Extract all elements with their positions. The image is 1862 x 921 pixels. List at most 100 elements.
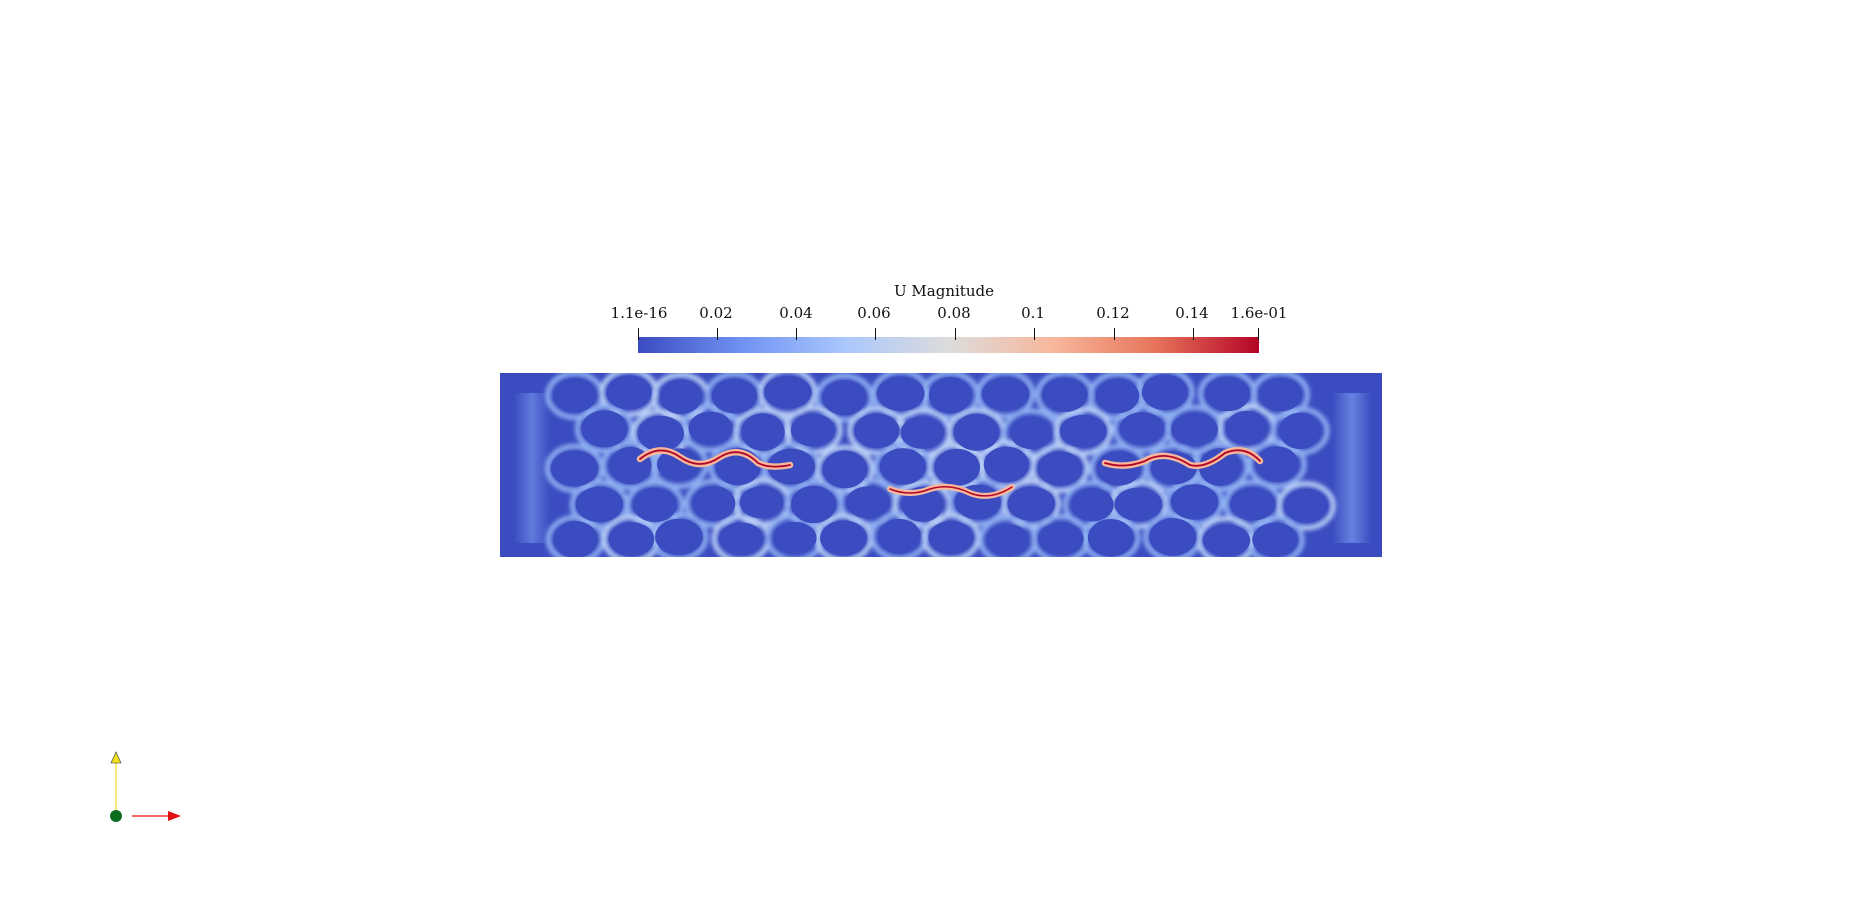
channel-ring: [758, 373, 818, 417]
obstacle: [854, 413, 900, 449]
obstacle: [741, 413, 785, 451]
velocity-path-core: [1104, 449, 1261, 467]
colorbar-tick: [955, 328, 956, 340]
obstacle: [656, 448, 701, 481]
obstacle: [606, 375, 652, 410]
obstacle: [876, 376, 925, 412]
obstacle: [1059, 414, 1107, 448]
channel-ring: [1053, 406, 1113, 456]
obstacle: [1279, 412, 1322, 450]
colorbar-tick-label: 0.1: [1021, 304, 1045, 322]
obstacle: [1149, 518, 1197, 556]
obstacle: [1205, 376, 1251, 412]
obstacle: [879, 448, 926, 485]
obstacle: [1198, 448, 1242, 487]
obstacle: [1202, 524, 1251, 557]
channel-ring: [1247, 439, 1307, 489]
obstacle: [1284, 488, 1329, 523]
obstacle: [1071, 488, 1114, 522]
colorbar-tick: [1114, 328, 1115, 340]
obstacle: [1087, 518, 1134, 557]
obstacle: [655, 518, 703, 556]
obstacle: [981, 377, 1030, 411]
velocity-path-core: [889, 486, 1013, 497]
colorbar-tick-label: 0.12: [1096, 304, 1130, 322]
obstacle: [1171, 412, 1218, 446]
colorbar-tick-label: 1.6e-01: [1230, 304, 1288, 322]
colorbar-tick: [1034, 328, 1035, 340]
y-axis-arrow-icon: [110, 751, 122, 764]
obstacle: [928, 520, 974, 555]
obstacle: [822, 450, 868, 489]
obstacle: [718, 522, 764, 555]
colorbar-tick-label: 0.04: [779, 304, 813, 322]
inlet-region: [514, 393, 550, 543]
colorbar-gradient: [638, 337, 1259, 353]
colorbar-tick-label: 1.1e-16: [610, 304, 668, 322]
velocity-path-core: [639, 449, 791, 468]
obstacle: [983, 446, 1030, 483]
channel-ring: [574, 404, 634, 454]
obstacle: [953, 413, 1000, 451]
obstacle: [1252, 522, 1298, 557]
colorbar-tick: [796, 328, 797, 340]
obstacle: [790, 413, 836, 447]
obstacle: [773, 521, 817, 555]
velocity-field-plot[interactable]: [500, 373, 1382, 557]
obstacle: [1010, 416, 1053, 450]
obstacle: [1007, 486, 1056, 521]
obstacle: [711, 378, 758, 414]
channel-ring: [921, 512, 981, 557]
colorbar-tick-label: 0.08: [937, 304, 971, 322]
flow-channels: [545, 373, 1336, 557]
outlet-region: [1332, 393, 1372, 543]
obstacle: [1095, 378, 1140, 414]
obstacle: [900, 416, 945, 449]
channel-ring: [1276, 481, 1336, 531]
obstacle: [1225, 410, 1268, 446]
obstacle: [820, 520, 867, 556]
obstacle: [877, 518, 921, 554]
obstacle: [1258, 377, 1303, 412]
obstacle: [763, 375, 812, 409]
obstacle: [575, 486, 624, 523]
colorbar-tick: [1193, 328, 1194, 340]
high-velocity-paths: [636, 447, 1264, 499]
obstacle: [822, 380, 867, 416]
colorbar-tick: [717, 328, 718, 340]
colorbar-tick: [638, 328, 639, 340]
obstacle: [637, 415, 684, 452]
obstacle: [1042, 377, 1088, 413]
orientation-axes: [110, 751, 181, 822]
obstacle: [1170, 484, 1219, 520]
channel-ring: [1031, 514, 1091, 557]
colorbar-tick-label: 0.14: [1175, 304, 1209, 322]
obstacle: [1255, 446, 1299, 483]
obstacle: [986, 523, 1030, 556]
obstacle: [928, 376, 972, 414]
channel-ring: [871, 373, 931, 419]
colorbar-title: U Magnitude: [894, 282, 994, 300]
obstacle: [790, 485, 837, 524]
obstacle: [1114, 487, 1163, 522]
obstacle: [1038, 522, 1084, 556]
x-axis-arrow-icon: [168, 811, 181, 821]
obstacle: [845, 486, 891, 519]
colorbar-tick-label: 0.06: [857, 304, 891, 322]
channel-ring: [814, 373, 874, 423]
channel-ring: [1081, 513, 1141, 557]
obstacle: [553, 520, 598, 557]
colorbar-tick: [1258, 328, 1259, 340]
obstacle: [659, 379, 703, 415]
obstacle: [739, 486, 784, 519]
obstacle: [1119, 412, 1165, 445]
obstacle: [1230, 487, 1276, 521]
obstacle: [1141, 374, 1188, 411]
obstacle: [608, 522, 655, 557]
obstacle: [688, 411, 733, 445]
obstacle: [581, 410, 628, 448]
channel-ring: [1030, 444, 1090, 494]
solid-obstacles: [550, 374, 1329, 557]
z-axis-origin-icon: [110, 810, 122, 822]
